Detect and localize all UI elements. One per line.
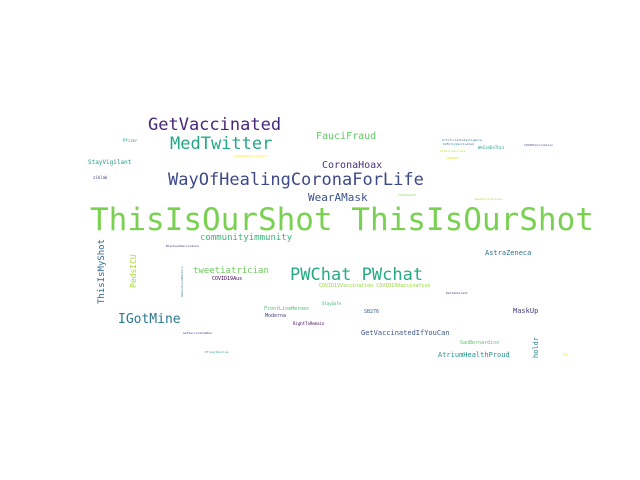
cloud-word: WearAMask — [308, 191, 368, 204]
cloud-word: WeCanDoThis — [478, 145, 505, 150]
cloud-word: communityimmunity — [200, 233, 293, 243]
cloud-word: holdr — [532, 336, 540, 358]
cloud-word: StaySafe — [322, 301, 342, 306]
cloud-word: COVIDVaccination — [524, 143, 553, 147]
cloud-word: PWChat PWchat — [290, 265, 424, 285]
cloud-word: IGotMine — [118, 312, 181, 327]
cloud-word: StayVigilant — [88, 159, 132, 166]
cloud-word: SmallVoiceMatters — [180, 266, 184, 297]
cloud-word: ziklab — [93, 175, 108, 180]
cloud-word: GetVaccinatedNow — [183, 331, 212, 335]
cloud-word: TeleHealth — [398, 193, 417, 197]
cloud-word: SanBernardino — [460, 340, 500, 346]
cloud-word: FauciFraud — [316, 131, 377, 142]
cloud-word: FrontLineHeroes — [264, 306, 310, 312]
cloud-word: NewVaccinations — [475, 197, 503, 201]
cloud-word: MaskUp — [513, 307, 539, 315]
cloud-word: GetVaccinated — [148, 115, 282, 135]
cloud-word: ArtificialIntelligence — [442, 138, 482, 142]
cloud-word: ThisIsOurShot ThisIsOurShot — [90, 202, 594, 238]
cloud-word: CoronaHoax — [322, 160, 383, 171]
cloud-word: GetVaccinatedIfYouCan — [361, 329, 450, 337]
cloud-word: SchoolVaccines — [440, 149, 466, 153]
cloud-word: Moderna — [265, 313, 287, 319]
cloud-word: PfizerVaccine — [205, 350, 229, 354]
cloud-word: ThisIsMyShot — [97, 238, 107, 304]
cloud-word: AstraZeneca — [485, 249, 532, 257]
cloud-word: ImFullyVaccinated — [443, 142, 474, 146]
cloud-word: ImOnNaNaVaccinated — [234, 154, 267, 158]
cloud-word: COVID19 — [446, 156, 459, 160]
cloud-word: COVID19Aus — [212, 276, 243, 282]
cloud-word: SB276 — [364, 309, 380, 315]
cloud-word: WayOfHealingCoronaForLife — [168, 170, 424, 190]
cloud-word: MedTwitter — [170, 134, 273, 154]
cloud-word: tweetiatrician — [193, 266, 269, 276]
cloud-word: COVID19Vaccination COVID19Vaccination — [319, 283, 431, 289]
cloud-word: PedsICU — [129, 254, 138, 288]
cloud-word: RightToRemain — [293, 321, 325, 326]
cloud-word: hs — [563, 352, 568, 357]
cloud-word: DeltaVariant — [446, 291, 468, 295]
cloud-word: Pfizer — [123, 138, 138, 143]
cloud-word: BlackandVaccinated — [166, 244, 199, 248]
cloud-word: AtriumHealthProud — [438, 351, 510, 359]
